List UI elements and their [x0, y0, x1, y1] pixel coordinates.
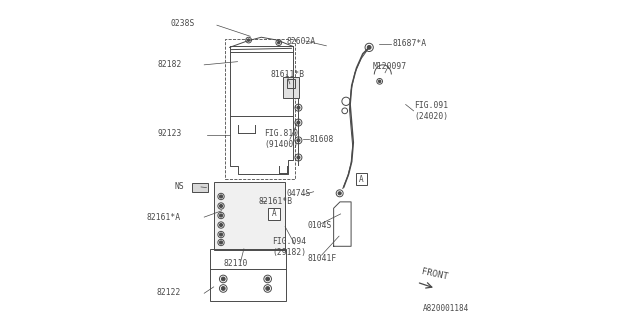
Text: A820001184: A820001184: [423, 304, 469, 313]
Text: FIG.091
(24020): FIG.091 (24020): [414, 101, 449, 121]
Circle shape: [220, 204, 223, 208]
Circle shape: [338, 192, 341, 195]
Text: FIG.094
(29182): FIG.094 (29182): [273, 237, 307, 257]
Text: A: A: [359, 174, 364, 184]
Text: 82602A: 82602A: [287, 36, 316, 45]
Bar: [356, 173, 367, 185]
Text: 0238S: 0238S: [170, 19, 195, 28]
Bar: [283, 76, 300, 98]
Circle shape: [266, 277, 269, 281]
Bar: [193, 183, 208, 192]
Circle shape: [266, 287, 269, 290]
Circle shape: [220, 223, 223, 227]
Circle shape: [378, 80, 381, 83]
Circle shape: [220, 195, 223, 198]
Text: NS: NS: [175, 182, 184, 191]
Bar: [287, 79, 295, 88]
Circle shape: [278, 41, 280, 44]
Bar: [214, 182, 285, 251]
Circle shape: [297, 156, 300, 159]
Text: FIG.810
(91400): FIG.810 (91400): [264, 129, 299, 149]
Bar: [210, 249, 285, 301]
Text: 82182: 82182: [157, 60, 182, 69]
Circle shape: [297, 106, 300, 109]
Text: 81687*A: 81687*A: [392, 39, 426, 48]
Circle shape: [247, 39, 250, 41]
Circle shape: [220, 233, 223, 236]
Text: FRONT: FRONT: [421, 267, 449, 281]
Text: 0474S: 0474S: [287, 189, 311, 198]
Bar: [268, 208, 280, 220]
Circle shape: [220, 214, 223, 217]
Circle shape: [221, 287, 225, 290]
Text: M120097: M120097: [372, 62, 406, 71]
Text: 92123: 92123: [157, 129, 182, 138]
Text: 0104S: 0104S: [307, 220, 332, 229]
Text: 81041F: 81041F: [307, 254, 337, 263]
Text: 82122: 82122: [156, 288, 180, 297]
Text: A: A: [272, 209, 276, 219]
Text: 82110: 82110: [223, 259, 248, 268]
Bar: [225, 39, 294, 179]
Circle shape: [367, 45, 371, 49]
Circle shape: [297, 121, 300, 124]
Text: 82161*B: 82161*B: [258, 197, 292, 206]
Text: 81608: 81608: [310, 135, 334, 144]
Circle shape: [297, 139, 300, 142]
Circle shape: [221, 277, 225, 281]
Circle shape: [220, 241, 223, 244]
Text: 81611*B: 81611*B: [271, 70, 305, 79]
Text: 82161*A: 82161*A: [147, 212, 180, 222]
